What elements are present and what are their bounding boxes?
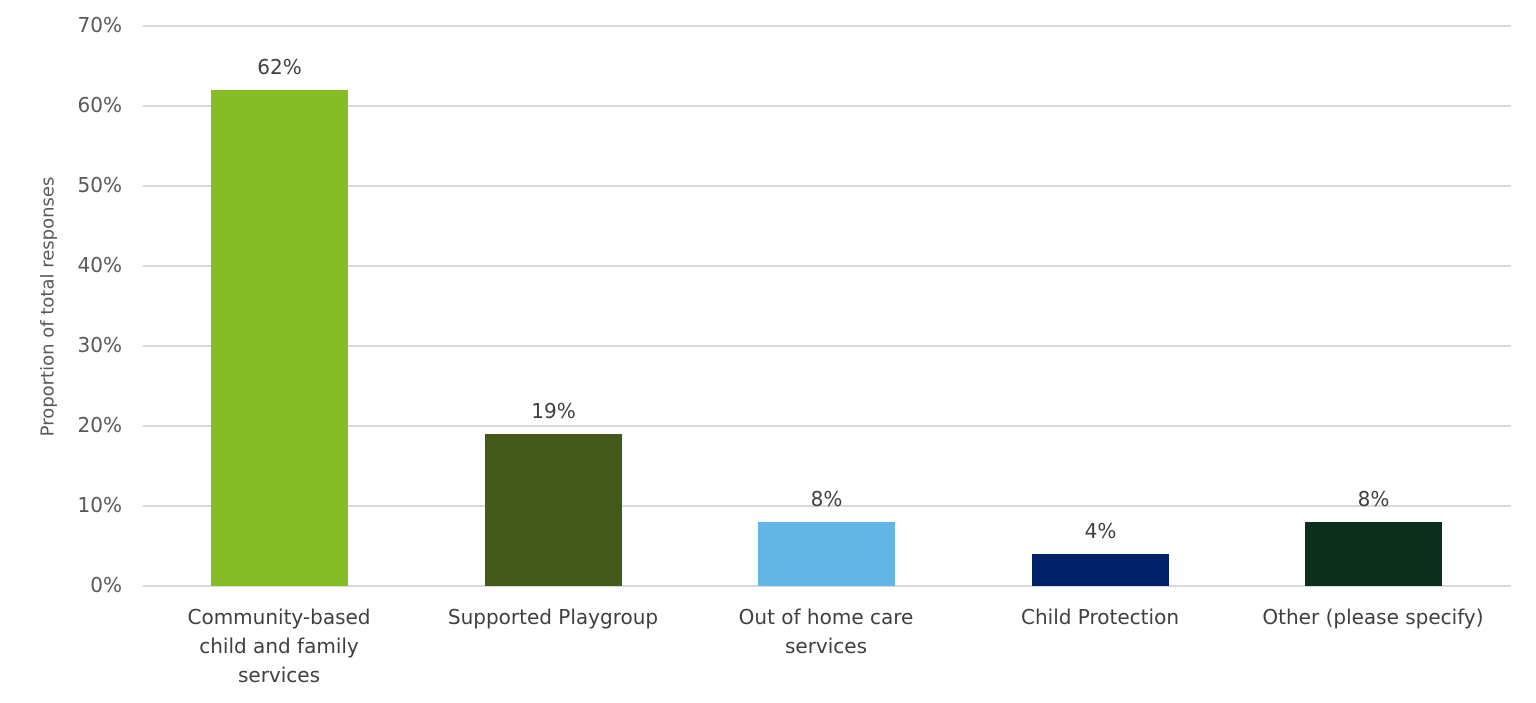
bar <box>758 522 895 586</box>
y-axis-label: Proportion of total responses <box>37 176 59 437</box>
y-tick-label: 10% <box>77 493 122 517</box>
bar <box>211 90 348 586</box>
gridline <box>143 185 1511 187</box>
gridline <box>143 265 1511 267</box>
x-tick-label: Other (please specify) <box>1262 605 1484 629</box>
gridline <box>143 585 1511 587</box>
gridline <box>143 505 1511 507</box>
data-label: 19% <box>531 399 576 423</box>
y-tick-label: 0% <box>90 573 122 597</box>
data-label: 8% <box>810 487 843 511</box>
y-tick-label: 40% <box>77 253 122 277</box>
y-tick-label: 70% <box>77 13 122 37</box>
y-tick-label: 20% <box>77 413 122 437</box>
y-tick-label: 60% <box>77 93 122 117</box>
data-label: 62% <box>257 55 302 79</box>
data-label: 8% <box>1357 487 1390 511</box>
gridline <box>143 425 1511 427</box>
gridline <box>143 105 1511 107</box>
gridline <box>143 25 1511 27</box>
bar <box>1305 522 1442 586</box>
gridline <box>143 345 1511 347</box>
y-tick-label: 50% <box>77 173 122 197</box>
x-tick-label: Out of home care services <box>738 605 914 658</box>
bar <box>485 434 622 586</box>
bar <box>1032 554 1169 586</box>
x-tick-label: Child Protection <box>1021 605 1179 629</box>
x-tick-label: Supported Playgroup <box>447 605 659 629</box>
data-label: 4% <box>1084 519 1117 543</box>
y-tick-label: 30% <box>77 333 122 357</box>
x-tick-label: Community-based child and family services <box>187 605 371 687</box>
